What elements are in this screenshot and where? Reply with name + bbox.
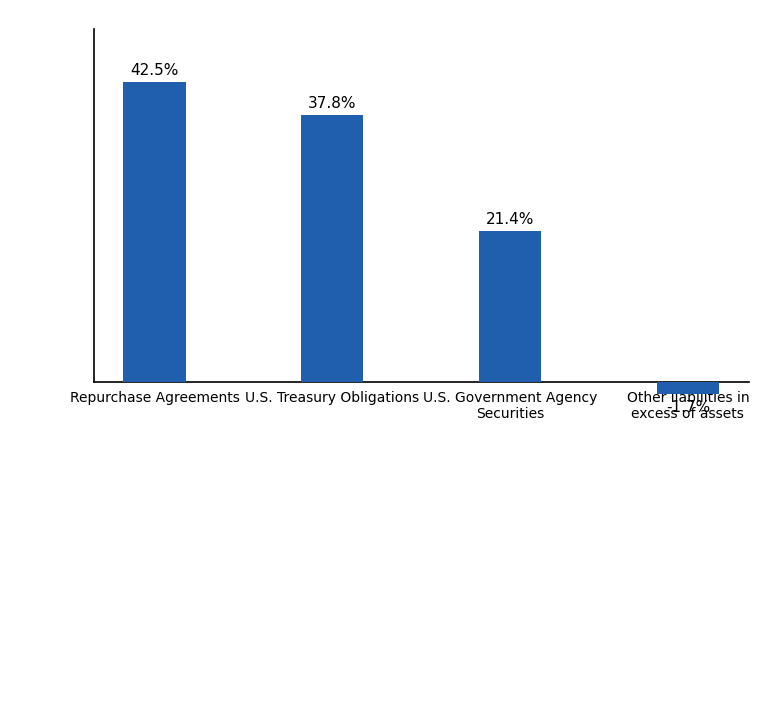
Text: 42.5%: 42.5% bbox=[130, 63, 179, 78]
Bar bbox=[479, 231, 541, 382]
Bar bbox=[657, 382, 719, 395]
Bar bbox=[301, 115, 363, 382]
Text: 37.8%: 37.8% bbox=[308, 96, 356, 111]
Text: 21.4%: 21.4% bbox=[486, 212, 534, 227]
Bar bbox=[123, 82, 186, 382]
Text: -1.7%: -1.7% bbox=[666, 400, 710, 415]
